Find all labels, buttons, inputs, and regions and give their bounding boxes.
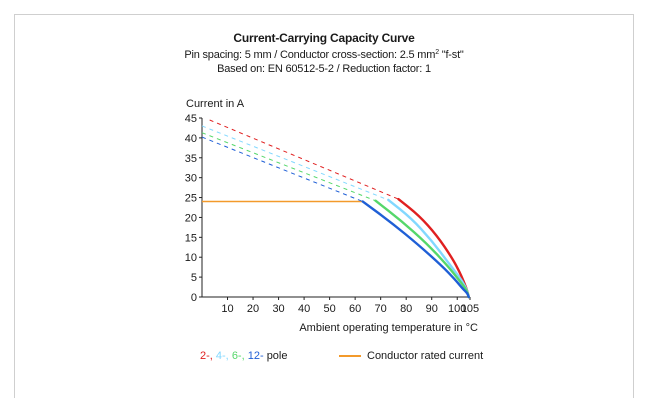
legend-pole-label: 6-, (231, 350, 248, 362)
subtitle-1-text: Pin spacing: 5 mm / Conductor cross-sect… (184, 49, 436, 61)
x-tick-label: 70 (375, 303, 387, 315)
x-tick-label: 40 (298, 303, 310, 315)
series-12-dashed (201, 136, 363, 202)
chart-subtitle-1: Pin spacing: 5 mm / Conductor cross-sect… (14, 46, 634, 62)
y-tick-label: 0 (191, 292, 197, 304)
y-tick-label: 40 (185, 133, 197, 145)
legend-pole-label: 2-, (200, 350, 216, 362)
y-tick-label: 20 (185, 212, 197, 224)
series-6-solid (374, 199, 470, 299)
y-tick-label: 5 (191, 272, 197, 284)
x-tick-label: 10 (221, 303, 233, 315)
x-tick-label: 90 (426, 303, 438, 315)
chart-titles: Current-Carrying Capacity Curve Pin spac… (14, 30, 634, 76)
x-tick-label: 105 (461, 303, 479, 315)
legend-rated: Conductor rated current (339, 350, 483, 362)
y-tick-label: 25 (185, 193, 197, 205)
y-tick-label: 35 (185, 153, 197, 165)
y-tick-label: 15 (185, 232, 197, 244)
x-tick-label: 100 (448, 303, 466, 315)
x-tick-label: 60 (349, 303, 361, 315)
chart-frame (14, 14, 634, 398)
y-tick-label: 10 (185, 252, 197, 264)
legend-pole-label: 12- (247, 350, 267, 362)
x-tick-label: 20 (247, 303, 259, 315)
legend-poles: 2-, 4-, 6-, 12- pole (200, 350, 287, 362)
y-axis-label: Current in A (186, 98, 245, 110)
legend-rated-label: Conductor rated current (367, 350, 484, 362)
x-tick-label: 80 (400, 303, 412, 315)
legend-pole-label: 4-, (215, 350, 232, 362)
chart-title: Current-Carrying Capacity Curve (233, 31, 415, 45)
subtitle-1-suffix: "f-st" (438, 49, 464, 61)
x-tick-label: 30 (272, 303, 284, 315)
series-2-dashed (209, 119, 399, 200)
subtitle-1-sup: 2 (435, 49, 439, 56)
series-4-dashed (201, 125, 389, 201)
y-tick-label: 45 (185, 113, 197, 125)
x-tick-label: 50 (323, 303, 335, 315)
legend-rated-swatch (339, 355, 361, 358)
chart-subtitle-2: Based on: EN 60512-5-2 / Reduction facto… (217, 63, 431, 75)
legend-pole-labels: 2-, 4-, 6-, 12- (200, 350, 267, 362)
y-tick-label: 30 (185, 173, 197, 185)
x-axis-label: Ambient operating temperature in °C (299, 322, 478, 334)
series-12-solid (361, 200, 470, 299)
legend-pole-suffix: pole (266, 350, 288, 362)
series-6-dashed (201, 132, 376, 202)
